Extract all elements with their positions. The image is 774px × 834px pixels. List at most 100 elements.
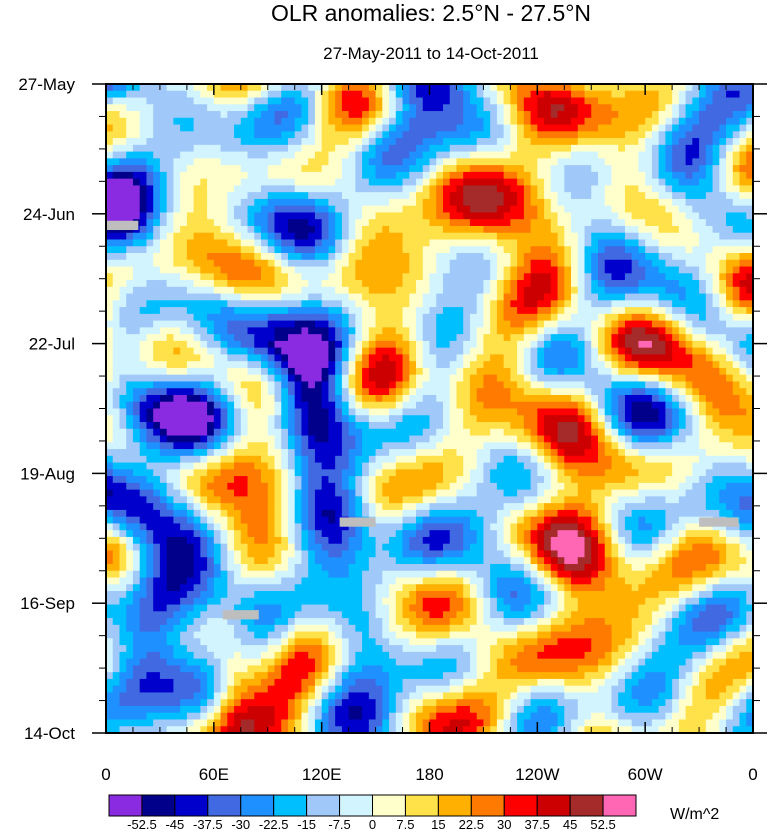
heat-cell [395, 259, 404, 268]
heat-cell [712, 84, 720, 92]
heat-cell [416, 131, 424, 139]
heat-cell [429, 104, 437, 112]
heat-cell [402, 90, 410, 99]
heat-cell [254, 300, 262, 308]
heat-cell [658, 232, 666, 241]
heat-cell [557, 90, 565, 99]
heat-cell [638, 327, 646, 335]
heat-cell [132, 347, 141, 356]
heat-cell [409, 239, 417, 247]
heat-cell [611, 239, 619, 247]
heat-cell [699, 259, 707, 268]
heat-cell [132, 185, 141, 193]
heat-cell [348, 361, 356, 369]
heat-cell [402, 212, 410, 220]
heat-cell [550, 361, 559, 369]
heat-cell [719, 104, 727, 112]
heat-cell [571, 219, 579, 227]
heat-cell [227, 428, 235, 437]
heat-cell [739, 374, 747, 383]
heat-cell [523, 138, 532, 146]
heat-cell [173, 401, 181, 410]
heat-cell [523, 313, 532, 322]
heat-cell [618, 117, 626, 126]
heat-cell [726, 131, 734, 139]
heat-cell [341, 90, 350, 99]
heat-cell [106, 293, 114, 301]
heat-cell [146, 381, 154, 389]
heat-cell [106, 388, 114, 396]
heat-cell [220, 192, 228, 200]
heat-cell [207, 124, 215, 132]
heat-cell [341, 158, 350, 166]
heat-cell [530, 84, 538, 92]
heat-cell [604, 171, 613, 180]
heat-cell [321, 84, 330, 92]
heat-cell [132, 192, 141, 200]
heat-cell [368, 84, 377, 92]
heat-cell [429, 192, 437, 200]
heat-cell [139, 212, 148, 220]
heat-cell [422, 185, 431, 193]
heat-cell [618, 171, 626, 180]
heat-cell [395, 415, 404, 423]
heat-cell [254, 361, 262, 369]
heat-cell [564, 313, 572, 322]
heat-cell [469, 158, 478, 166]
heat-cell [146, 415, 154, 423]
heat-cell [463, 239, 471, 247]
heat-cell [335, 273, 343, 281]
heat-cell [476, 225, 485, 234]
heat-cell [247, 374, 255, 383]
heat-cell [126, 286, 134, 295]
heat-cell [469, 185, 478, 193]
heat-cell [328, 340, 336, 349]
heat-cell [139, 239, 148, 247]
heat-cell [395, 401, 404, 410]
heat-cell [712, 111, 720, 119]
heat-cell [523, 185, 532, 193]
heat-cell [112, 192, 121, 200]
heat-cell [557, 415, 565, 423]
heat-cell [564, 401, 572, 410]
heat-cell [503, 178, 511, 187]
heat-cell [658, 327, 666, 335]
heat-cell [496, 327, 505, 335]
heat-cell [672, 367, 680, 376]
heat-cell [544, 401, 552, 410]
heat-cell [139, 185, 148, 193]
heat-cell [517, 388, 525, 396]
heat-cell [247, 239, 255, 247]
heat-cell [153, 90, 161, 99]
heat-cell [665, 104, 673, 112]
heat-cell [254, 90, 262, 99]
heat-cell [523, 374, 532, 383]
heat-cell [348, 340, 356, 349]
heat-cell [247, 151, 255, 159]
heat-cell [402, 300, 410, 308]
heat-cell [658, 415, 666, 423]
heat-cell [294, 293, 303, 301]
heat-cell [746, 273, 753, 281]
heat-cell [651, 354, 660, 362]
heat-cell [335, 293, 343, 301]
heat-cell [234, 367, 242, 376]
heat-cell [463, 171, 471, 180]
heat-cell [584, 212, 592, 220]
heat-cell [422, 340, 431, 349]
heat-cell [705, 320, 714, 328]
heat-cell [267, 131, 276, 139]
heat-cell [523, 340, 532, 349]
heat-cell [685, 205, 693, 214]
heat-cell [287, 361, 296, 369]
heat-cell [382, 280, 390, 288]
heat-cell [597, 246, 606, 254]
heat-cell [389, 334, 397, 342]
heat-cell [341, 253, 350, 261]
heat-cell [207, 144, 215, 153]
heat-cell [523, 111, 532, 119]
heat-cell [483, 178, 491, 187]
heat-cell [186, 428, 195, 437]
heat-cell [517, 158, 525, 166]
heat-cell [261, 300, 269, 308]
